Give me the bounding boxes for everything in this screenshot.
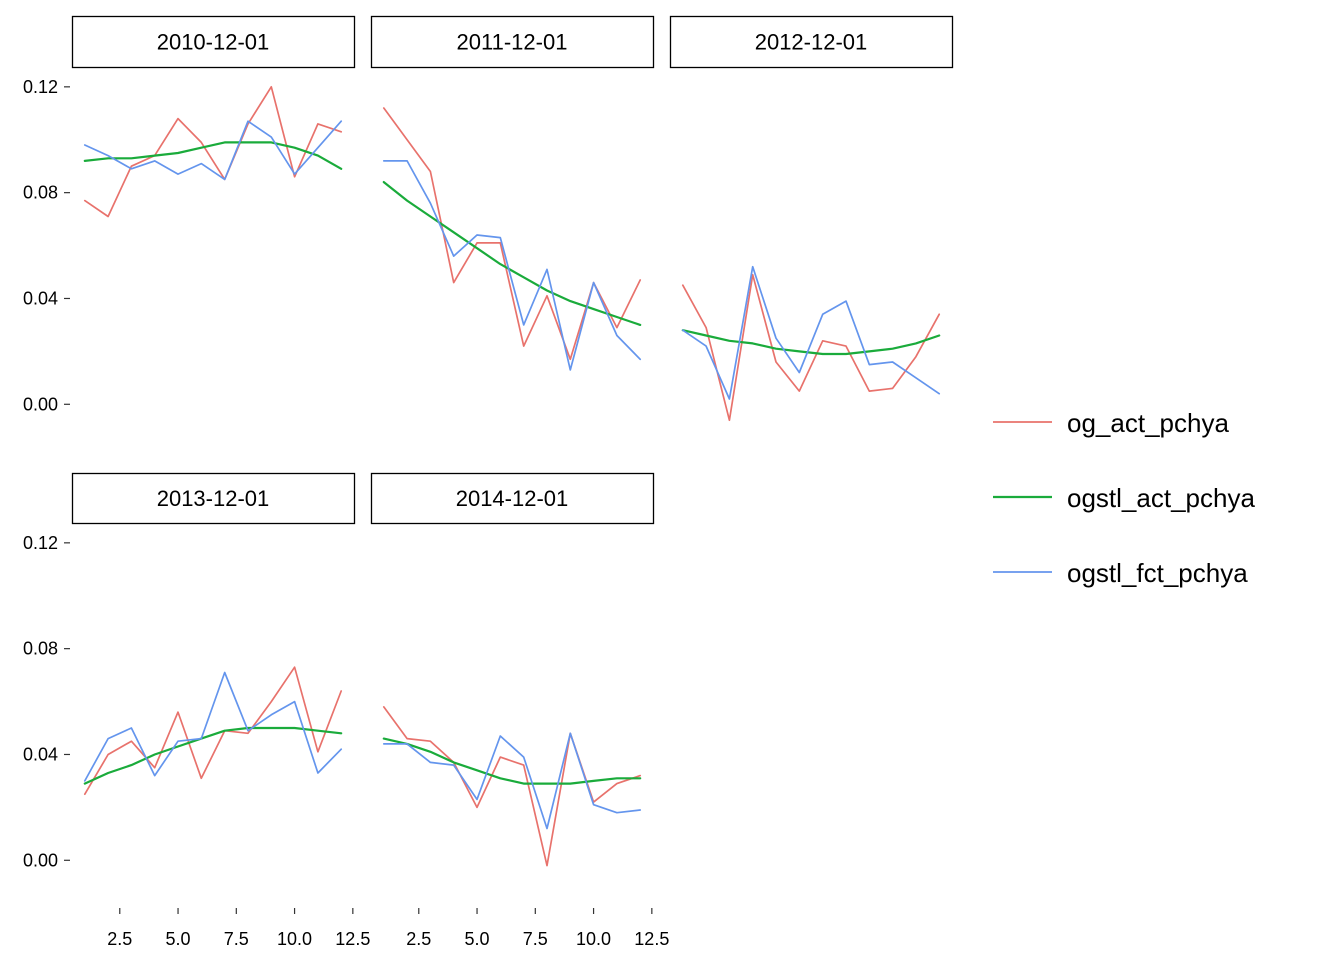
series-line-ogstl_act_pchya [681,329,941,356]
series-line-og_act_pchya [382,107,642,361]
legend-label: og_act_pchya [1067,408,1229,438]
series-line-og_act_pchya [681,273,941,422]
facet-panel-2012-12-01: 2012-12-01 [669,15,954,422]
series-line-ogstl_fct_pchya [382,732,642,830]
x-axis-col-1: 2.5 5.0 7.5 10.0 12.5 [107,908,370,949]
x-tick-label: 2.5 [406,929,431,949]
facet-strip-label: 2012-12-01 [755,30,868,55]
y-tick-label: 0.00 [23,394,58,414]
y-tick-label: 0.12 [23,533,58,553]
facet-strip-label: 2011-12-01 [457,30,568,55]
x-tick-label: 10.0 [277,929,312,949]
x-tick-label: 5.0 [465,929,490,949]
x-tick-label: 12.5 [335,929,370,949]
y-tick-label: 0.04 [23,744,58,764]
x-tick-label: 7.5 [523,929,548,949]
facet-strip [370,472,655,525]
x-tick-label: 5.0 [166,929,191,949]
y-tick-label: 0.08 [23,639,58,659]
facet-panel-2014-12-01: 2014-12-01 [370,472,655,867]
facet-strip-label: 2010-12-01 [157,30,270,55]
y-axis-row-1: 0.00 0.04 0.08 0.12 [23,77,70,414]
series-line-ogstl_fct_pchya [382,160,642,371]
series-line-ogstl_fct_pchya [681,265,941,400]
y-axis-row-2: 0.00 0.04 0.08 0.12 [23,533,70,870]
legend-label: ogstl_fct_pchya [1067,558,1248,588]
x-axis-col-2: 2.5 5.0 7.5 10.0 12.5 [406,908,669,949]
series-line-ogstl_act_pchya [382,737,642,785]
y-tick-label: 0.08 [23,183,58,203]
facet-strip-label: 2013-12-01 [157,486,270,511]
series-line-ogstl_act_pchya [382,181,642,326]
facet-panel-2010-12-01: 2010-12-01 [71,15,356,218]
x-tick-label: 7.5 [224,929,249,949]
y-tick-label: 0.00 [23,850,58,870]
y-tick-label: 0.12 [23,77,58,97]
x-tick-label: 2.5 [107,929,132,949]
series-line-ogstl_fct_pchya [83,120,343,181]
series-line-ogstl_act_pchya [83,726,343,785]
series-line-og_act_pchya [382,706,642,867]
facet-strip [370,15,655,69]
series-line-og_act_pchya [83,85,343,218]
legend: og_act_pchya ogstl_act_pchya ogstl_fct_pch… [993,408,1255,588]
facet-strip [71,15,356,69]
facet-strip-label: 2014-12-01 [456,486,569,511]
facet-panel-2013-12-01: 2013-12-01 [71,472,356,796]
facet-panel-2011-12-01: 2011-12-01 [370,15,655,371]
facet-strip [71,472,356,525]
series-line-og_act_pchya [83,666,343,796]
series-line-ogstl_act_pchya [83,141,343,170]
x-tick-label: 10.0 [576,929,611,949]
x-tick-label: 12.5 [634,929,669,949]
y-tick-label: 0.04 [23,288,58,308]
legend-label: ogstl_act_pchya [1067,483,1255,513]
series-line-ogstl_fct_pchya [83,671,343,782]
facet-strip [669,15,954,69]
